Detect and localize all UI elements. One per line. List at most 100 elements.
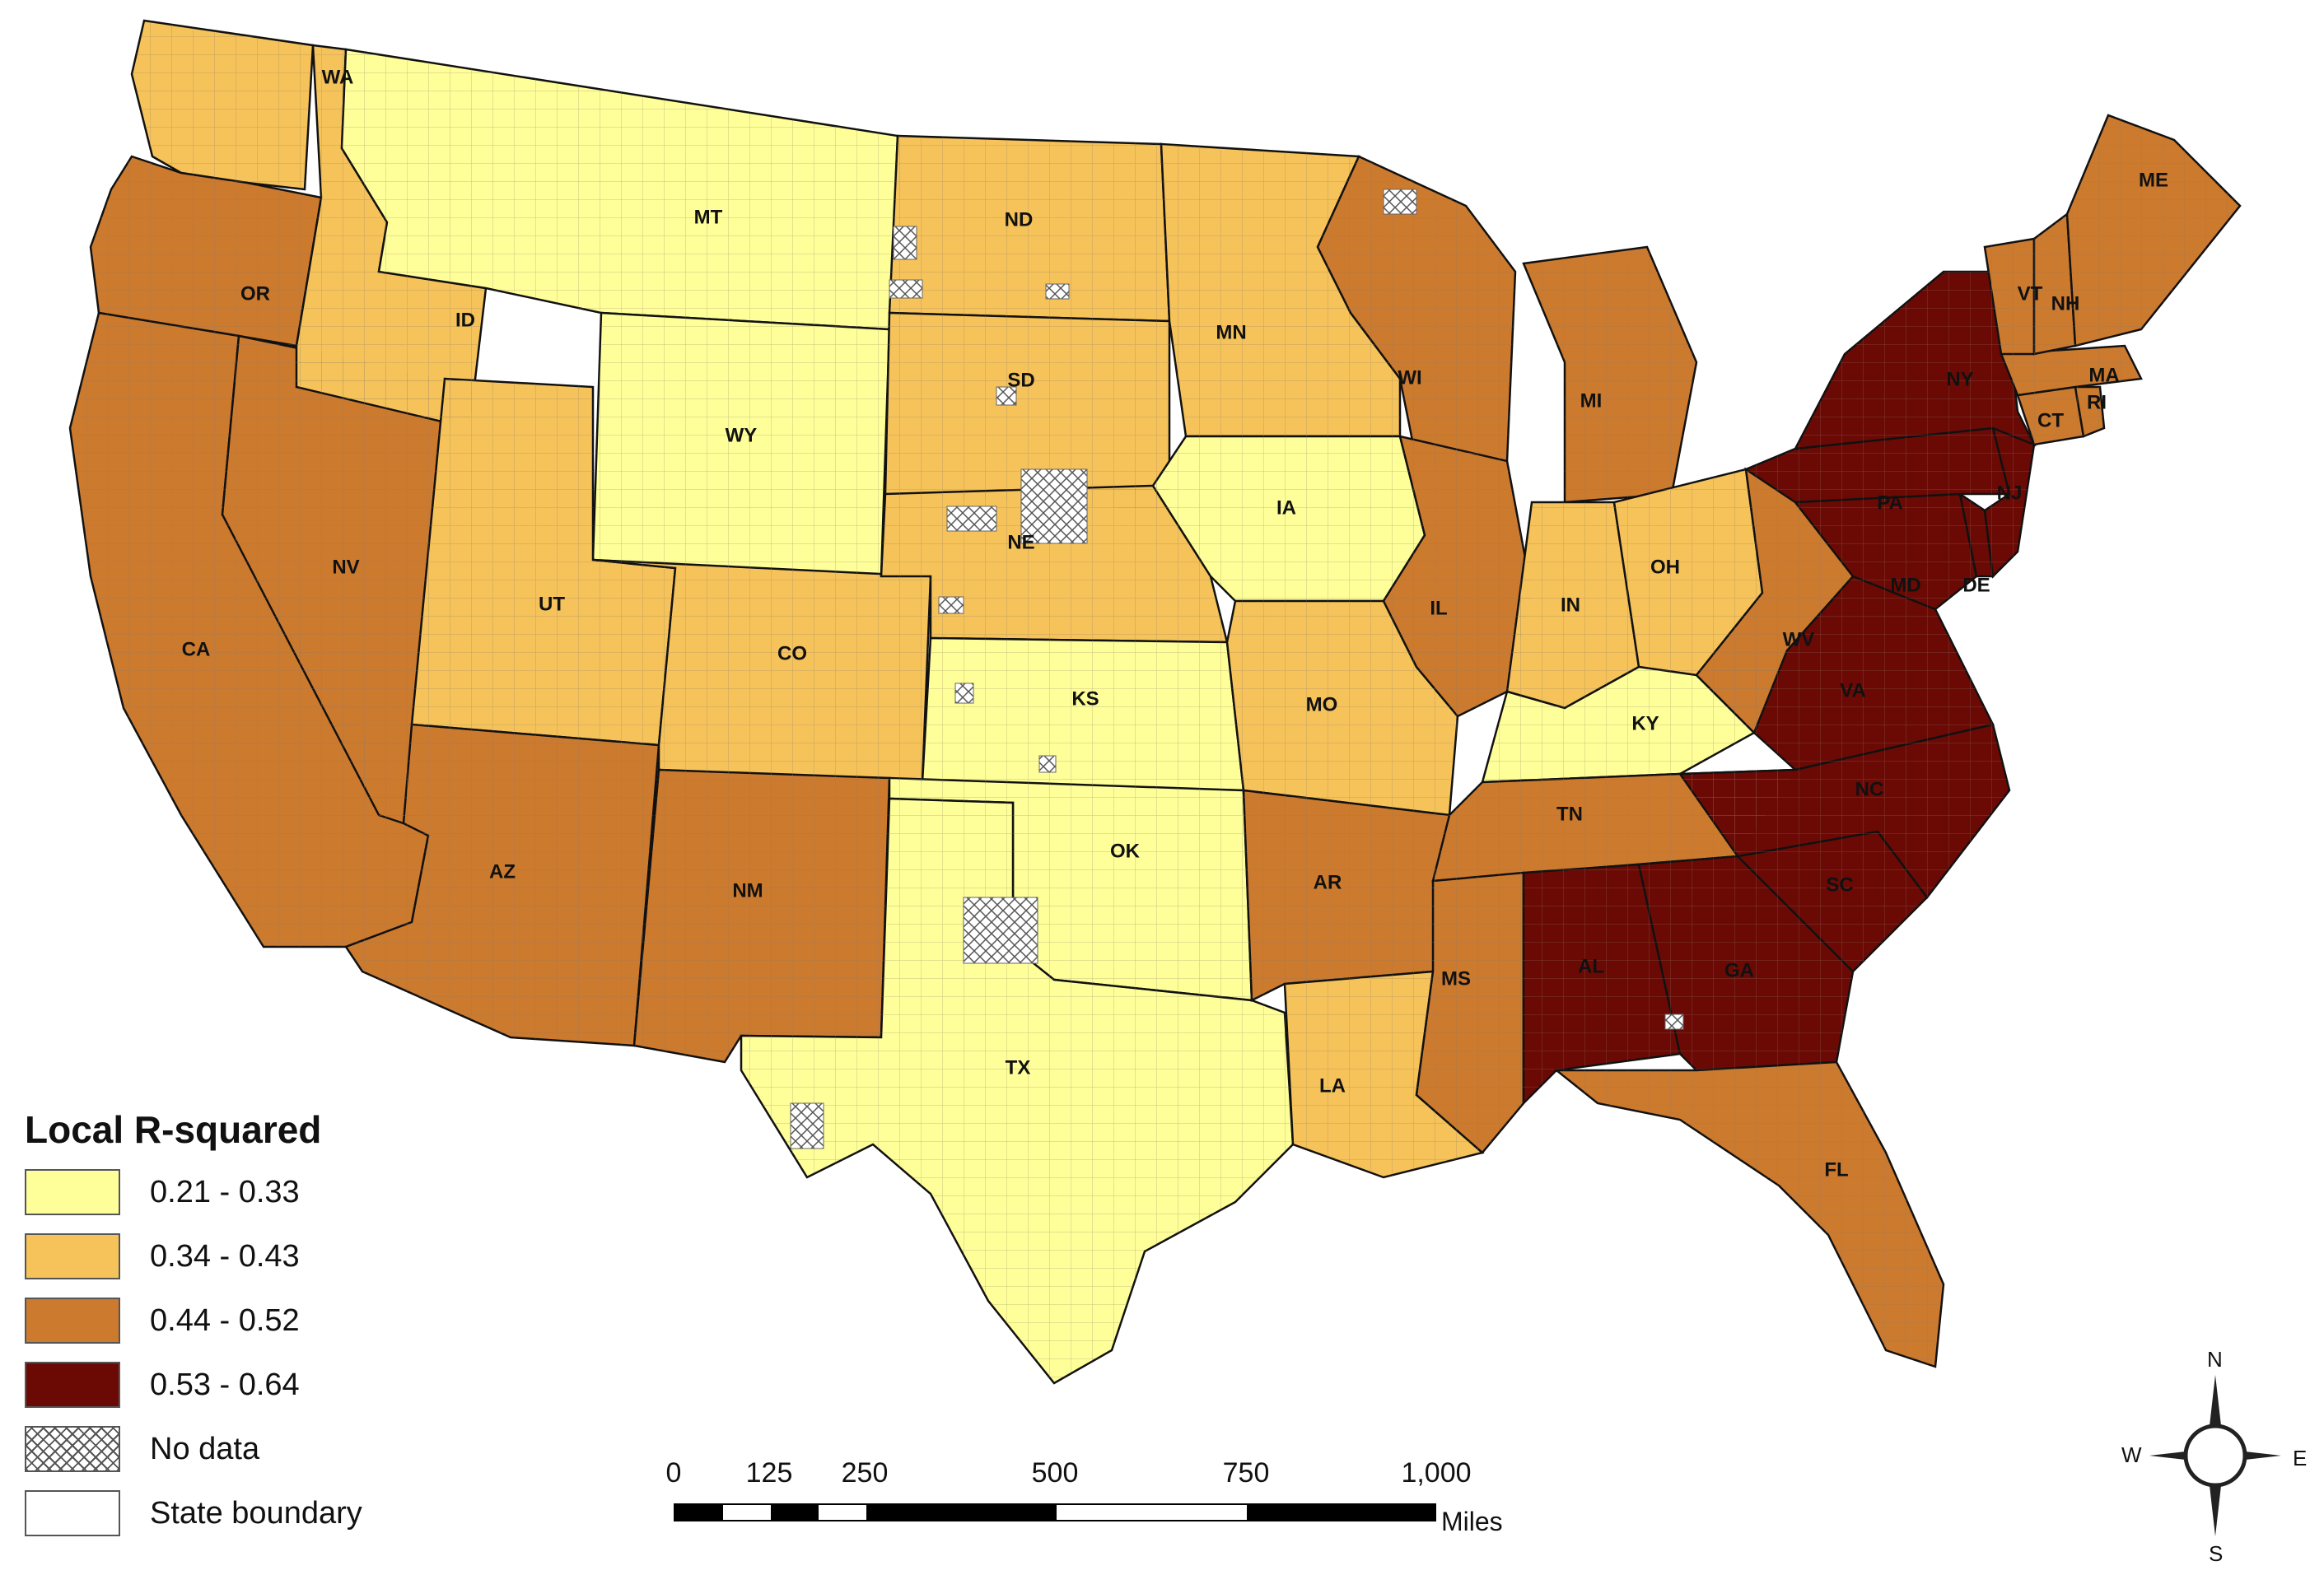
scale-tick-1000: 1,000	[1401, 1457, 1472, 1489]
state-label-nd: ND	[1005, 208, 1034, 231]
legend-item-4: 0.53 - 0.64	[25, 1361, 453, 1409]
state-label-vt: VT	[2018, 282, 2043, 305]
state-label-ca: CA	[182, 638, 211, 660]
state-label-ri: RI	[2087, 391, 2107, 413]
legend-item-2: 0.34 - 0.43	[25, 1233, 453, 1280]
state-label-ia: IA	[1276, 496, 1296, 519]
state-label-or: OR	[240, 282, 270, 305]
no-data-areas	[790, 189, 1684, 1149]
no-data-patch-6	[946, 506, 997, 532]
legend-label-1: 0.21 - 0.33	[150, 1174, 300, 1209]
county-lines-ut	[412, 379, 675, 745]
county-lines-wi	[1318, 156, 1515, 461]
county-lines-nc	[1680, 725, 2009, 897]
legend-label-state-boundary: State boundary	[150, 1495, 362, 1531]
no-data-patch-3	[889, 279, 923, 299]
county-lines-sc	[1738, 832, 1927, 972]
no-data-patch-12	[790, 1102, 824, 1149]
compass-west: W	[2121, 1442, 2142, 1467]
legend-label-no-data: No data	[150, 1431, 260, 1466]
county-lines-ia	[1153, 436, 1425, 601]
compass-east: E	[2293, 1446, 2308, 1470]
state-labels: WA OR CA NV ID MT WY UT AZ CO NM ND SD NE KS OK TX MN IA MO…	[182, 66, 2168, 1181]
county-lines-az	[346, 725, 659, 1046]
county-lines-ct	[2018, 387, 2084, 445]
county-lines-ma	[2001, 346, 2141, 395]
county-lines-ok	[889, 778, 1252, 1000]
legend-label-2: 0.34 - 0.43	[150, 1238, 300, 1274]
county-lines-ri	[2075, 387, 2104, 436]
no-data-patch-5	[996, 386, 1017, 406]
legend-item-no-data: No data	[25, 1425, 453, 1473]
state-label-ne: NE	[1007, 531, 1034, 553]
state-label-ks: KS	[1071, 687, 1099, 710]
county-lines-ny	[1795, 272, 2034, 449]
legend-label-4: 0.53 - 0.64	[150, 1367, 300, 1402]
state-label-fl: FL	[1824, 1158, 1848, 1181]
state-label-oh: OH	[1650, 556, 1680, 578]
county-lines-va	[1696, 576, 1993, 770]
no-data-patch-10	[1038, 755, 1057, 773]
county-lines-sd	[885, 313, 1169, 510]
county-lines-mn	[1161, 144, 1400, 436]
no-data-patch-4	[1045, 283, 1070, 300]
state-label-nm: NM	[732, 879, 763, 902]
legend-swatch-state-boundary	[25, 1490, 120, 1536]
legend-item-3: 0.44 - 0.52	[25, 1297, 453, 1344]
state-label-nj: NJ	[1997, 482, 2023, 504]
county-lines-or	[91, 156, 321, 346]
county-lines-md	[1795, 494, 1976, 609]
state-label-sc: SC	[1826, 874, 1853, 896]
legend-item-state-boundary: State boundary	[25, 1489, 453, 1537]
county-lines-mt	[342, 49, 898, 329]
state-label-ms: MS	[1441, 967, 1471, 990]
county-lines-oh	[1614, 469, 1762, 675]
scale-tick-125: 125	[745, 1457, 793, 1489]
county-lines-ks	[922, 638, 1244, 790]
state-label-pa: PA	[1877, 492, 1903, 514]
county-lines-de	[1960, 494, 1993, 576]
legend-title: Local R-squared	[25, 1108, 322, 1151]
no-data-patch-13	[1664, 1013, 1684, 1030]
state-label-de: DE	[1962, 574, 1990, 596]
state-label-wv: WV	[1783, 628, 1815, 650]
compass-rose-icon	[2149, 1375, 2281, 1536]
no-data-patch-9	[954, 683, 974, 704]
county-lines-nm	[634, 770, 889, 1062]
state-label-mi: MI	[1580, 389, 1603, 412]
no-data-patch-2	[893, 226, 917, 260]
county-lines-nv	[222, 336, 445, 823]
no-data-patch-7	[1020, 468, 1088, 544]
legend-item-1: 0.21 - 0.33	[25, 1168, 453, 1216]
scale-bar: 0 125 250 500 750 1,000 Miles	[642, 1457, 1532, 1556]
county-lines-in	[1507, 502, 1639, 708]
state-label-co: CO	[777, 642, 807, 664]
scale-tick-250: 250	[841, 1457, 889, 1489]
county-lines-fl	[1556, 1062, 1944, 1367]
state-label-wy: WY	[726, 424, 758, 446]
county-lines-mo	[1227, 601, 1458, 815]
county-lines-id	[296, 45, 486, 428]
county-lines-il	[1384, 436, 1532, 716]
state-label-mn: MN	[1216, 321, 1246, 343]
scale-tick-0: 0	[665, 1457, 682, 1489]
county-lines-wy	[593, 313, 889, 576]
compass-north: N	[2207, 1347, 2223, 1372]
county-lines-nd	[889, 136, 1169, 321]
scale-tick-500: 500	[1031, 1457, 1079, 1489]
state-label-mo: MO	[1306, 693, 1338, 715]
state-label-ny: NY	[1946, 368, 1973, 390]
no-data-patch-1	[1383, 189, 1417, 215]
legend-swatch-1	[25, 1169, 120, 1215]
legend-swatch-3	[25, 1298, 120, 1344]
legend-swatch-no-data	[25, 1426, 120, 1472]
state-label-wa: WA	[322, 66, 354, 88]
county-lines-al	[1524, 864, 1680, 1103]
state-label-nh: NH	[2051, 292, 2080, 315]
legend: Local R-squared 0.21 - 0.33 0.34 - 0.43 …	[25, 1107, 453, 1554]
legend-swatch-4	[25, 1362, 120, 1408]
state-label-il: IL	[1430, 597, 1447, 619]
north-arrow: N S W E	[2116, 1347, 2314, 1566]
county-lines-wv	[1696, 469, 1853, 733]
